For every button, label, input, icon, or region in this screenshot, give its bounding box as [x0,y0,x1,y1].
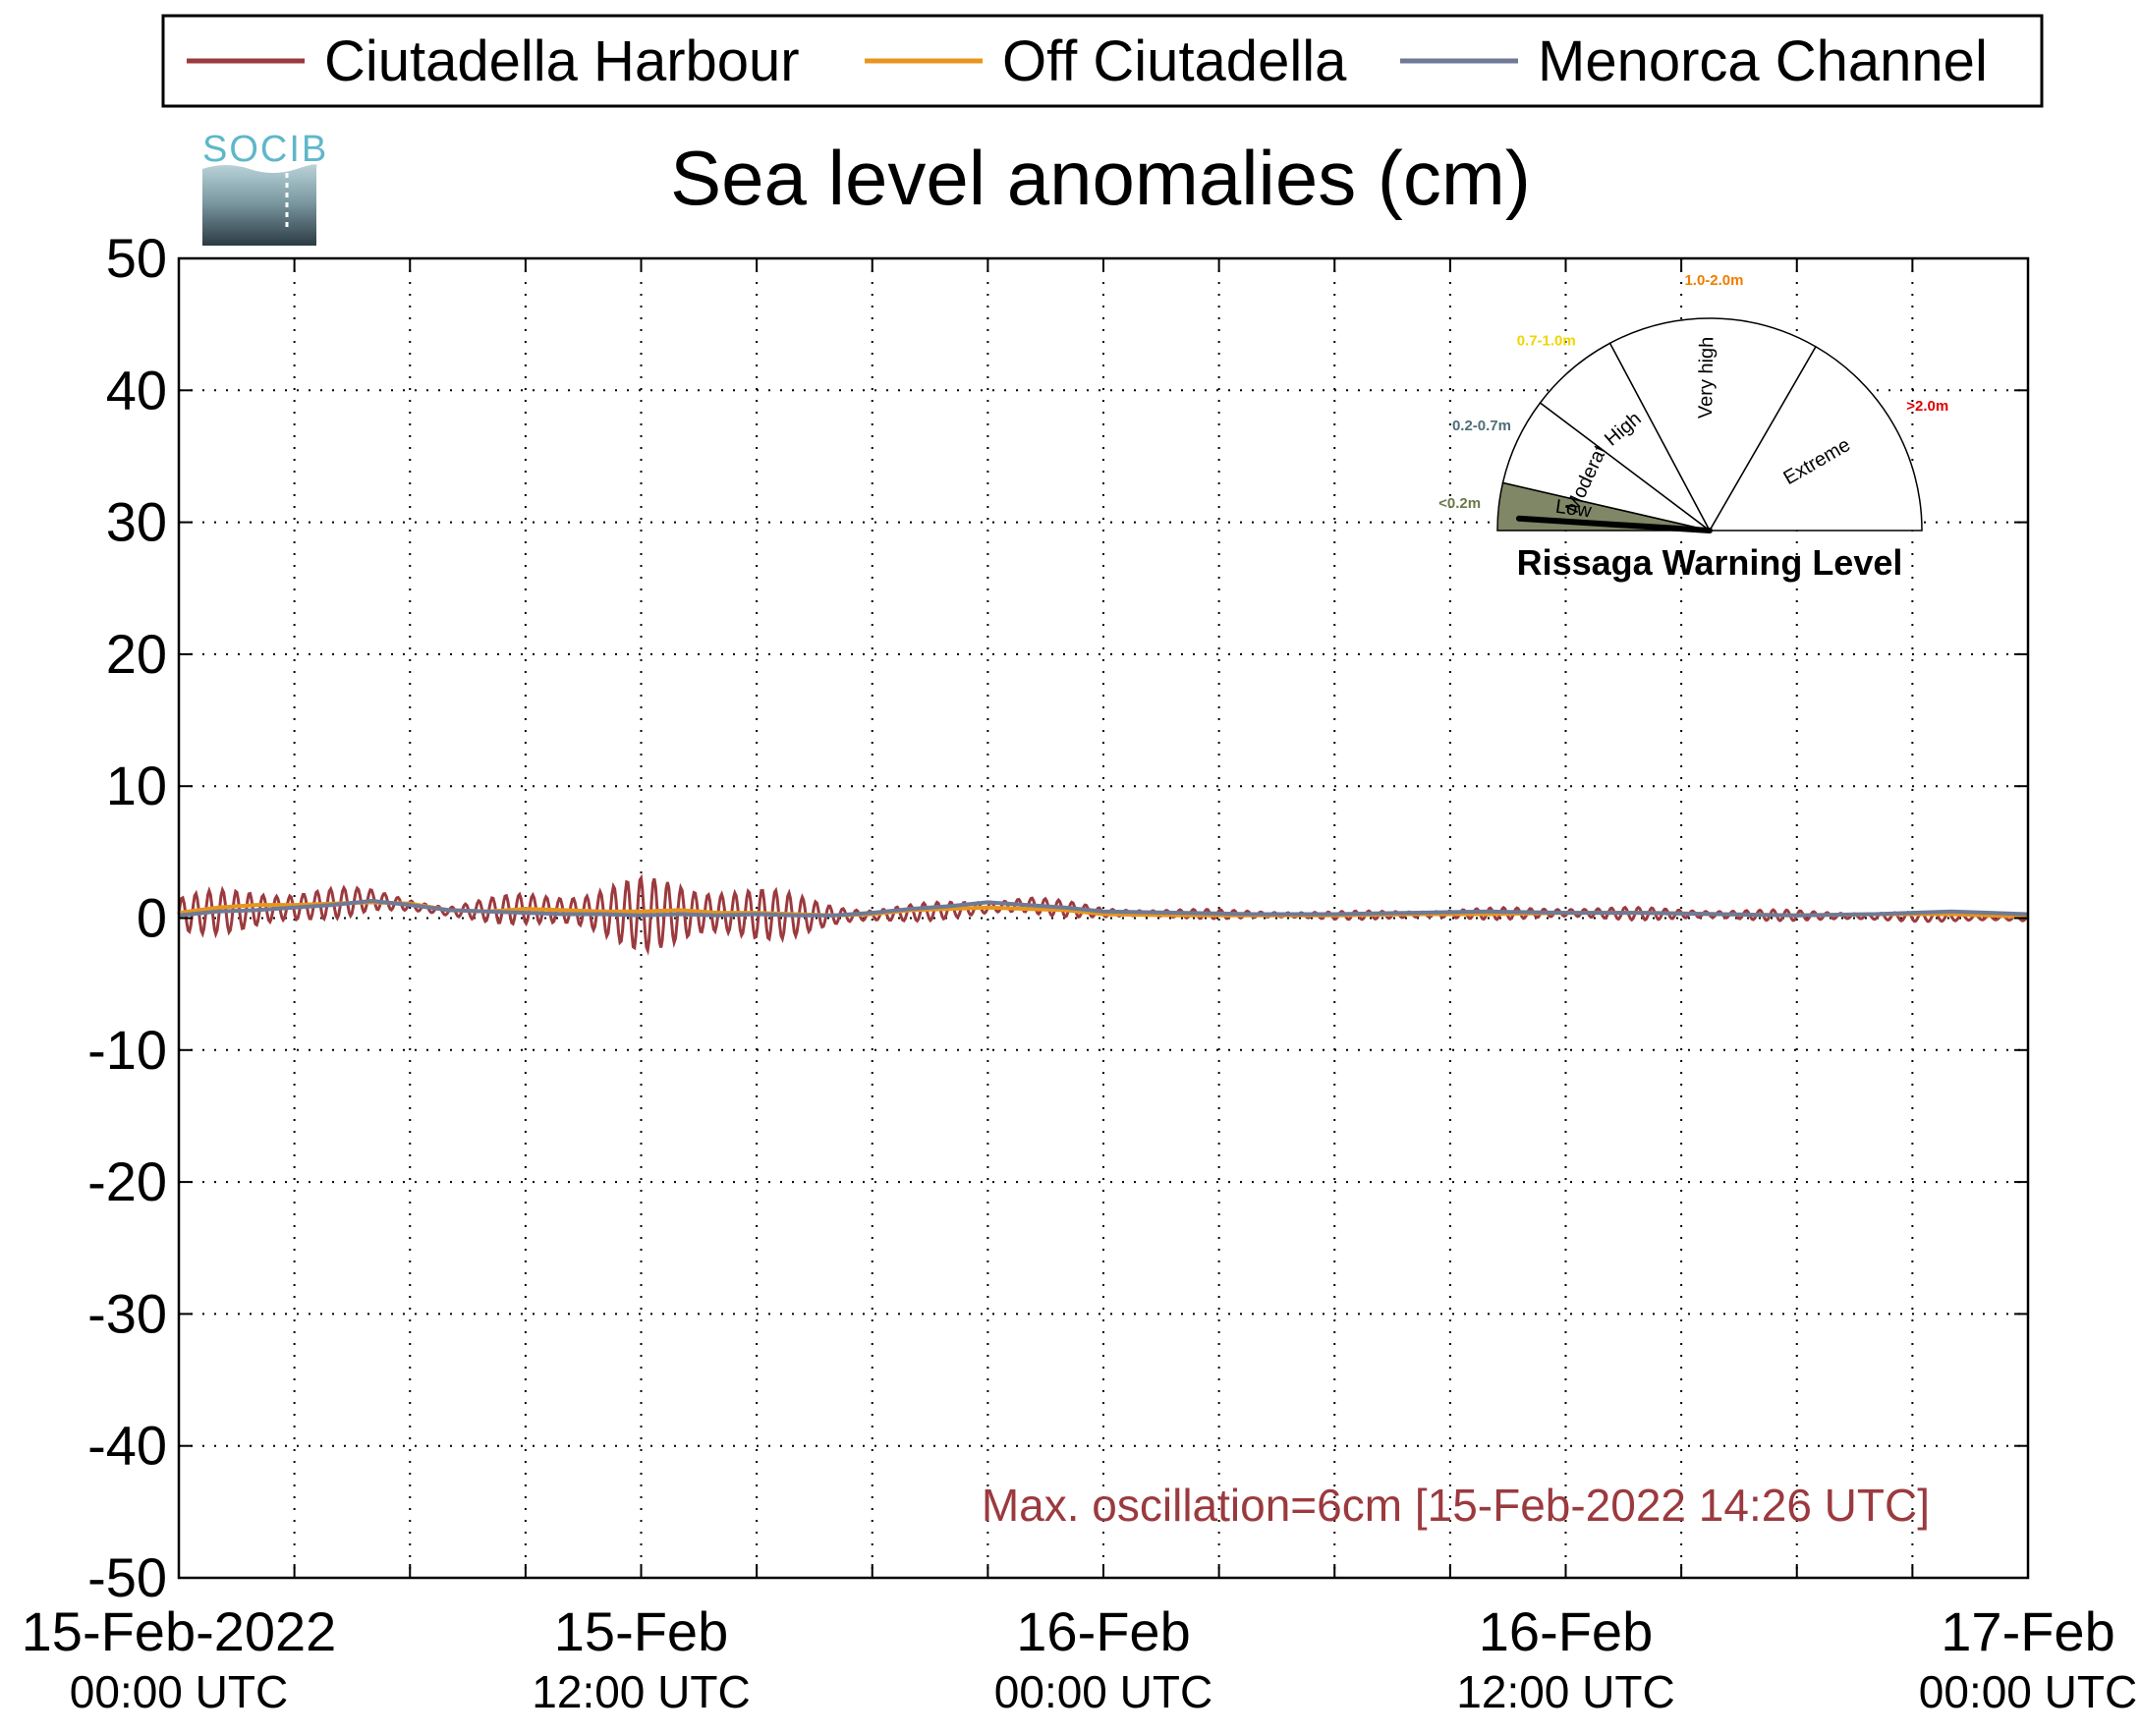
y-tick-label: 20 [106,623,167,685]
x-tick-label-date: 17-Feb [1941,1600,2114,1662]
gauge-segment-label: Very high [1695,337,1718,420]
socib-logo: SOCIB [202,129,328,246]
legend: Ciutadella Harbour Off Ciutadella Menorc… [161,14,2044,108]
y-axis-tick-labels: 50 40 30 20 10 0 -10 -20 -30 -40 -50 [87,227,167,1608]
series-line-menorca-channel [178,899,2029,918]
gauge-range-label: >2.0m [1906,398,1948,415]
gauge-segment-extreme [1708,345,1923,532]
x-tick-label-time: 00:00 UTC [1919,1666,2137,1717]
logo-text: SOCIB [202,129,328,170]
series-layer [177,873,2030,956]
y-tick-label: -50 [87,1546,167,1608]
gauge-range-label: 0.2-0.7m [1452,418,1511,434]
x-tick-label-date: 16-Feb [1479,1600,1653,1662]
chart-title: Sea level anomalies (cm) [670,135,1531,221]
legend-label-ciutadella-harbour: Ciutadella Harbour [324,29,800,93]
axis-ticks [179,257,2028,1579]
y-tick-label: 30 [106,491,167,553]
legend-label-off-ciutadella: Off Ciutadella [1002,29,1347,93]
legend-label-menorca-channel: Menorca Channel [1538,29,1988,93]
logo-wave [202,164,317,246]
y-tick-label: -40 [87,1415,167,1477]
gauge-segment-very-high [1608,317,1818,532]
gauge-range-label: 0.7-1.0m [1517,332,1576,349]
x-tick-label-time: 00:00 UTC [994,1666,1212,1717]
x-tick-label-time: 12:00 UTC [1456,1666,1674,1717]
y-tick-label: -20 [87,1150,167,1212]
x-tick-label-time: 00:00 UTC [70,1666,288,1717]
y-tick-label: 0 [137,887,167,949]
gauge-title: Rissaga Warning Level [1517,542,1903,583]
x-tick-label-time: 12:00 UTC [532,1666,750,1717]
y-tick-label: 10 [106,755,167,816]
gauge-range-label: <0.2m [1438,495,1481,512]
max-oscillation-annotation: Max. oscillation=6cm [15-Feb-2022 14:26 … [982,1480,1930,1531]
y-tick-label: -30 [87,1282,167,1344]
y-tick-label: -10 [87,1019,167,1081]
gauge-range-label: 1.0-2.0m [1684,272,1743,289]
legend-frame [161,14,2044,108]
x-tick-label-date: 15-Feb [554,1600,728,1662]
y-tick-label: 50 [106,227,167,289]
x-tick-label-date: 15-Feb-2022 [22,1600,337,1662]
x-tick-label-date: 16-Feb [1016,1600,1190,1662]
y-tick-label: 40 [106,359,167,420]
gauge-needle [1515,515,1713,533]
